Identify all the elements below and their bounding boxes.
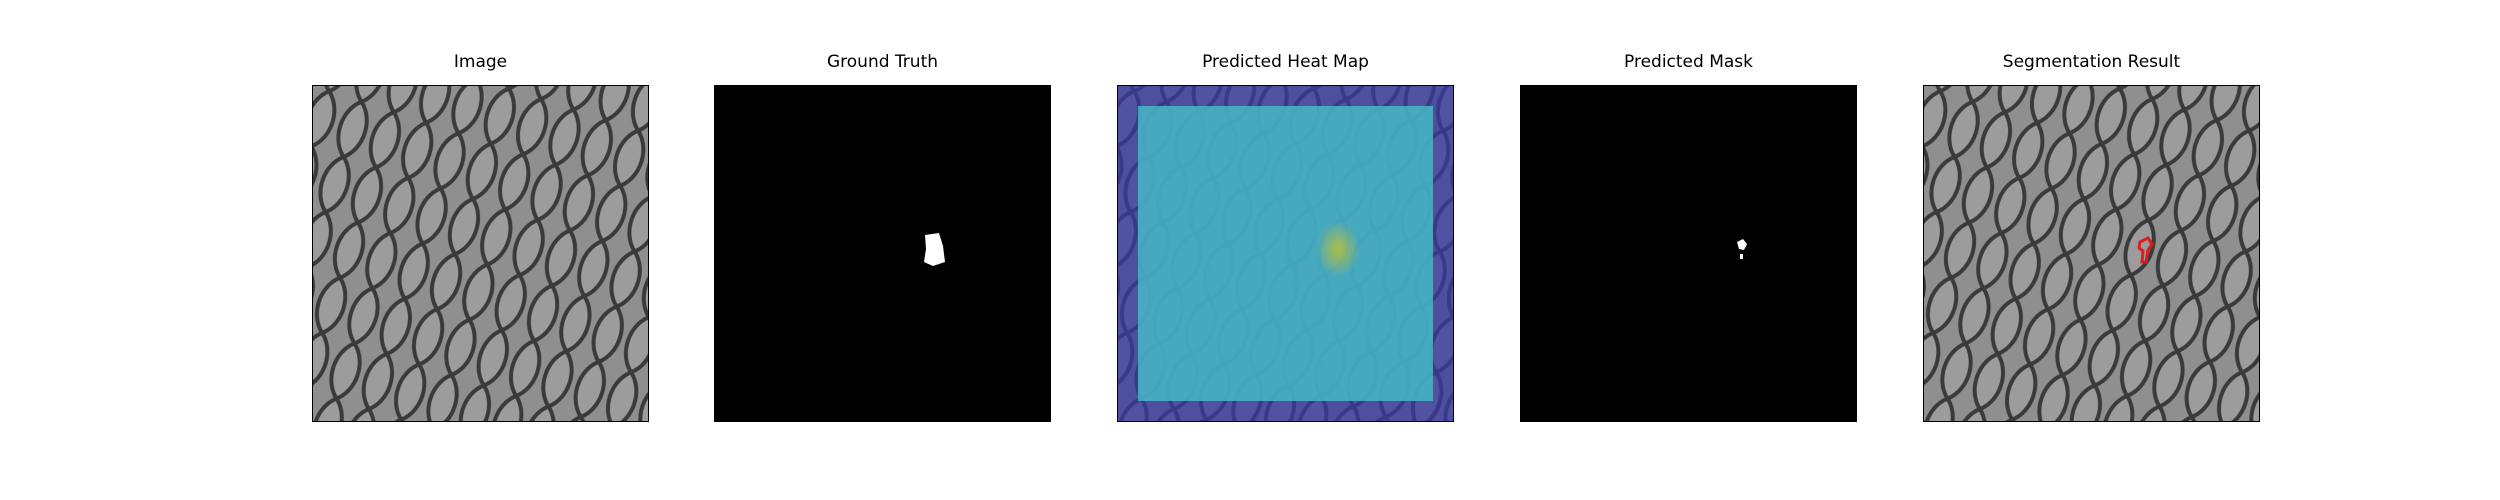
panel-image: Image	[312, 52, 649, 424]
panel-segmentation-result: Segmentation Result	[1923, 52, 2260, 424]
panel-title-segmentation-result: Segmentation Result	[2002, 52, 2181, 72]
panel-ground-truth: Ground Truth	[714, 52, 1051, 424]
textile-mesh-image	[313, 86, 648, 421]
ground-truth-mask	[715, 86, 1050, 421]
heat-map-frame	[1117, 85, 1454, 422]
ground-truth-defect-region	[924, 233, 945, 266]
panel-title-image: Image	[453, 52, 508, 72]
ground-truth-frame	[714, 85, 1051, 422]
predicted-defect-region	[1737, 239, 1747, 250]
segmentation-frame	[1923, 85, 2260, 422]
panel-heat-map: Predicted Heat Map	[1117, 52, 1454, 424]
predicted-mask	[1521, 86, 1856, 421]
predicted-mask-frame	[1520, 85, 1857, 422]
panel-title-heat-map: Predicted Heat Map	[1202, 52, 1369, 72]
heat-map-hotspot	[1316, 221, 1360, 277]
segmentation-defect-outline	[2137, 236, 2154, 264]
panel-predicted-mask: Predicted Mask	[1520, 52, 1857, 424]
heat-map-overlay	[1118, 86, 1453, 421]
image-frame	[312, 85, 649, 422]
panel-title-ground-truth: Ground Truth	[826, 52, 939, 72]
panel-title-predicted-mask: Predicted Mask	[1624, 52, 1753, 72]
segmentation-overlay	[1924, 86, 2259, 421]
